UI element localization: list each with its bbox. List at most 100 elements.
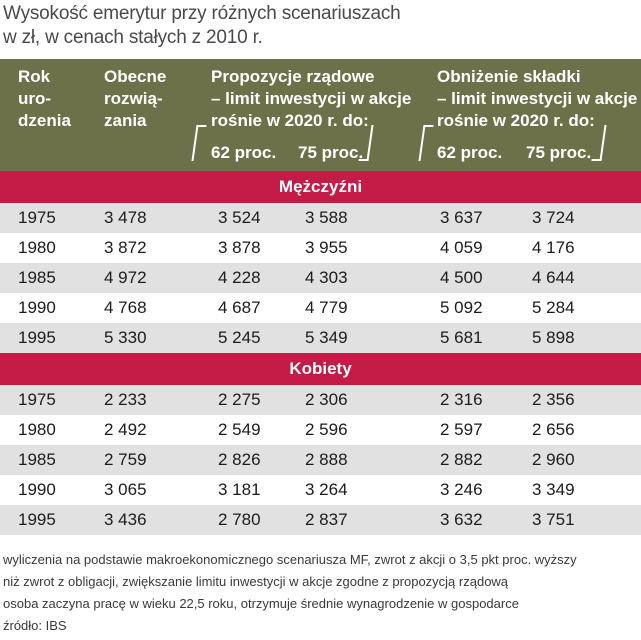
cell-cut-62: 5 681 [440,328,483,347]
source-line: źródło: IBS [3,618,67,633]
header-current-line: Obecne [104,67,167,86]
cell-gov-75: 2 837 [305,510,348,529]
cell-current: 3 872 [104,238,147,257]
cell-cut-75: 3 724 [532,208,575,227]
header-current-line: zania [104,111,147,130]
cell-cut-75: 3 751 [532,510,575,529]
cell-gov-62: 3 181 [218,480,261,499]
cell-year: 1990 [18,480,56,499]
cell-cut-62: 5 092 [440,298,483,317]
cell-current: 5 330 [104,328,147,347]
cell-cut-62: 3 637 [440,208,483,227]
cell-cut-75: 2 656 [532,420,575,439]
cell-gov-75: 4 779 [305,298,348,317]
cell-cut-75: 2 960 [532,450,575,469]
table-row: 1990 4 768 4 687 4 779 5 092 5 284 [0,293,641,323]
header-gov-62: 62 proc. [211,143,277,162]
cell-gov-75: 2 888 [305,450,348,469]
cell-gov-75: 3 955 [305,238,348,257]
cell-gov-62: 3 524 [218,208,261,227]
cell-cut-62: 3 632 [440,510,483,529]
cell-year: 1980 [18,238,56,257]
cell-gov-75: 3 588 [305,208,348,227]
cell-current: 4 972 [104,268,147,287]
footnote-line: niż zwrot z obligacji, zwiększanie limit… [3,574,509,589]
cell-current: 2 492 [104,420,147,439]
header-birth-year-line: Rok [18,67,51,86]
cell-gov-62: 2 549 [218,420,261,439]
cell-cut-75: 2 356 [532,390,575,409]
header-contribution-cut: Obniżenie składki – limit inwestycji w a… [437,66,637,132]
footnote-line: osoba zaczyna pracę w wieku 22,5 roku, o… [3,596,519,611]
cell-current: 4 768 [104,298,147,317]
header-gov-proposals: Propozycje rządowe – limit inwestycji w … [211,66,411,132]
header-cut-62: 62 proc. [437,143,503,162]
section-header: Mężczyźni [0,171,641,203]
header-cut-line: rośnie w 2020 r. do: [437,111,595,130]
cell-year: 1990 [18,298,56,317]
cell-year: 1985 [18,268,56,287]
cell-gov-62: 2 780 [218,510,261,529]
bracket-left-icon [191,125,207,161]
table-row: 1980 2 492 2 549 2 596 2 597 2 656 [0,415,641,445]
header-current-line: rozwią- [104,89,163,108]
table-row: 1975 2 233 2 275 2 306 2 316 2 356 [0,385,641,415]
cell-cut-75: 4 644 [532,268,575,287]
cell-year: 1995 [18,328,56,347]
cell-year: 1995 [18,510,56,529]
cell-current: 3 065 [104,480,147,499]
cell-current: 3 478 [104,208,147,227]
header-gov-75: 75 proc. [298,143,364,162]
title-line-1: Wysokość emerytur przy różnych scenarius… [3,3,401,24]
cell-gov-62: 2 275 [218,390,261,409]
cell-gov-62: 4 687 [218,298,261,317]
table-row: 1990 3 065 3 181 3 264 3 246 3 349 [0,475,641,505]
cell-current: 2 233 [104,390,147,409]
table-row: 1985 2 759 2 826 2 888 2 882 2 960 [0,445,641,475]
cell-cut-62: 4 059 [440,238,483,257]
cell-cut-62: 3 246 [440,480,483,499]
cell-cut-62: 2 316 [440,390,483,409]
header-birth-year: Rok uro- dzenia [18,66,71,132]
footnotes: wyliczenia na podstawie makroekonomiczne… [3,549,577,637]
cell-gov-75: 3 264 [305,480,348,499]
cell-cut-62: 2 882 [440,450,483,469]
header-birth-year-line: uro- [18,89,52,108]
table-row: 1980 3 872 3 878 3 955 4 059 4 176 [0,233,641,263]
cell-cut-75: 5 284 [532,298,575,317]
title-line-2: w zł, w cenach stałych z 2010 r. [3,27,263,48]
header-gov-line: Propozycje rządowe [211,67,375,86]
cell-cut-75: 3 349 [532,480,575,499]
cell-year: 1985 [18,450,56,469]
cell-gov-62: 5 245 [218,328,261,347]
cell-gov-75: 4 303 [305,268,348,287]
cell-year: 1980 [18,420,56,439]
header-birth-year-line: dzenia [18,111,71,130]
table-row: 1975 3 478 3 524 3 588 3 637 3 724 [0,203,641,233]
section-header: Kobiety [0,353,641,385]
bracket-left-icon [418,125,434,161]
cell-cut-75: 5 898 [532,328,575,347]
header-cut-75: 75 proc. [526,143,592,162]
table-row: 1995 5 330 5 245 5 349 5 681 5 898 [0,323,641,353]
header-current: Obecne rozwią- zania [104,66,166,132]
cell-current: 3 436 [104,510,147,529]
cell-gov-75: 2 306 [305,390,348,409]
table-header: Rok uro- dzenia Obecne rozwią- zania Pro… [0,59,641,171]
table-row: 1985 4 972 4 228 4 303 4 500 4 644 [0,263,641,293]
footnote-line: wyliczenia na podstawie makroekonomiczne… [3,552,577,567]
header-cut-line: – limit inwestycji w akcje [437,89,638,108]
cell-gov-75: 5 349 [305,328,348,347]
table-row: 1995 3 436 2 780 2 837 3 632 3 751 [0,505,641,535]
header-cut-line: Obniżenie składki [437,67,581,86]
cell-current: 2 759 [104,450,147,469]
chart-title: Wysokość emerytur przy różnych scenarius… [3,2,401,50]
cell-year: 1975 [18,208,56,227]
cell-gov-62: 2 826 [218,450,261,469]
cell-gov-62: 3 878 [218,238,261,257]
cell-gov-75: 2 596 [305,420,348,439]
cell-cut-62: 2 597 [440,420,483,439]
header-gov-line: – limit inwestycji w akcje [211,89,412,108]
cell-year: 1975 [18,390,56,409]
cell-gov-62: 4 228 [218,268,261,287]
